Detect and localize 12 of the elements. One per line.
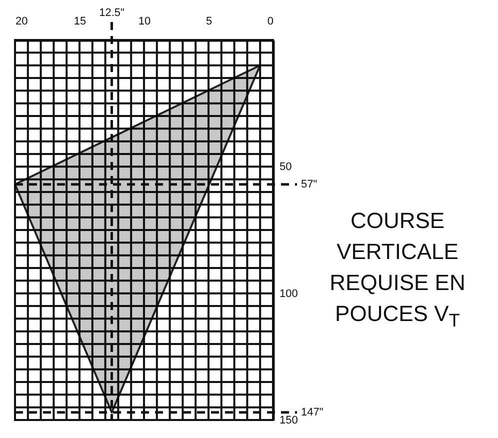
x-tick-label: 20 <box>16 16 28 28</box>
x-tick-label: 0 <box>267 16 274 28</box>
x-tick-label: 5 <box>206 16 212 28</box>
ref-line-label: 57" <box>301 178 318 190</box>
y-tick-label: 50 <box>280 161 292 174</box>
x-tick-label: 15 <box>74 16 86 28</box>
ref-line-label: 12.5" <box>99 7 124 19</box>
x-tick-label: 10 <box>138 16 151 28</box>
ref-line-label: 147" <box>301 406 324 418</box>
y-tick-label: 100 <box>280 288 298 300</box>
y-tick-label: 150 <box>280 414 298 426</box>
y-axis-title: COURSE VERTICALE REQUISE EN POUCES V$_{T}$ <box>328 207 466 332</box>
